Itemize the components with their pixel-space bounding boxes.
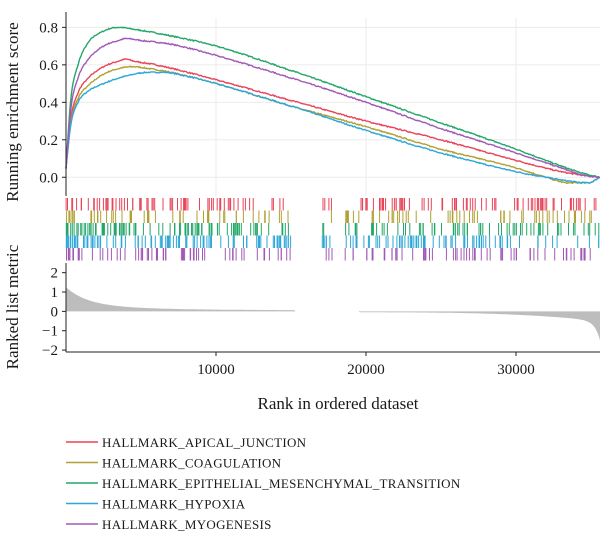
es-line-1 [65, 58, 600, 179]
legend-label: HALLMARK_EPITHELIAL_MESENCHYMAL_TRANSITI… [102, 476, 461, 491]
es-y-axis-title: Running enrichment score [3, 22, 22, 201]
x-axis-title: Rank in ordered dataset [258, 394, 419, 413]
legend-label: HALLMARK_COAGULATION [102, 456, 282, 471]
metric-y-tick-label: 0 [51, 304, 59, 320]
ranked-metric-panel [66, 287, 600, 341]
metric-y-axis-title: Ranked list metric [3, 244, 22, 369]
es-y-tick-label: 0.0 [39, 170, 58, 186]
x-tick-label: 20000 [347, 362, 385, 378]
legend-label: HALLMARK_MYOGENESIS [102, 517, 272, 532]
axes: 0.0 0.2 0.4 0.6 0.8 2 1 0 −1 −2 10000 20000 30000 [39, 12, 600, 378]
hit-row-2 [66, 210, 592, 223]
metric-y-tick-label: −2 [42, 343, 58, 359]
gene-hit-panel [65, 198, 600, 261]
metric-y-tick-label: 2 [51, 266, 59, 282]
hit-row-3 [65, 223, 600, 236]
hit-row-4 [65, 235, 600, 248]
legend-item: HALLMARK_EPITHELIAL_MESENCHYMAL_TRANSITI… [66, 476, 461, 491]
legend-item: HALLMARK_COAGULATION [66, 456, 282, 471]
es-line-2 [65, 65, 600, 185]
metric-y-tick-label: 1 [51, 285, 59, 301]
metric-y-tick-label: −1 [42, 324, 58, 340]
x-tick-label: 30000 [497, 362, 535, 378]
es-line-5 [65, 37, 600, 179]
legend-item: HALLMARK_APICAL_JUNCTION [66, 435, 307, 450]
es-y-tick-label: 0.2 [39, 133, 58, 149]
metric-area [66, 287, 600, 341]
es-y-tick-label: 0.8 [39, 20, 58, 36]
legend-item: HALLMARK_HYPOXIA [66, 497, 246, 512]
es-y-tick-label: 0.4 [39, 95, 58, 111]
hit-row-1 [65, 198, 597, 211]
x-tick-label: 10000 [197, 362, 235, 378]
legend-item: HALLMARK_MYOGENESIS [66, 517, 272, 532]
hit-row-5 [66, 248, 591, 261]
legend-label: HALLMARK_APICAL_JUNCTION [102, 435, 307, 450]
es-line-3 [65, 26, 600, 179]
es-line-4 [65, 70, 600, 184]
legend-label: HALLMARK_HYPOXIA [102, 497, 246, 512]
es-y-tick-label: 0.6 [39, 58, 58, 74]
legend: HALLMARK_APICAL_JUNCTION HALLMARK_COAGULA… [66, 435, 461, 532]
enrichment-score-panel [65, 26, 600, 185]
